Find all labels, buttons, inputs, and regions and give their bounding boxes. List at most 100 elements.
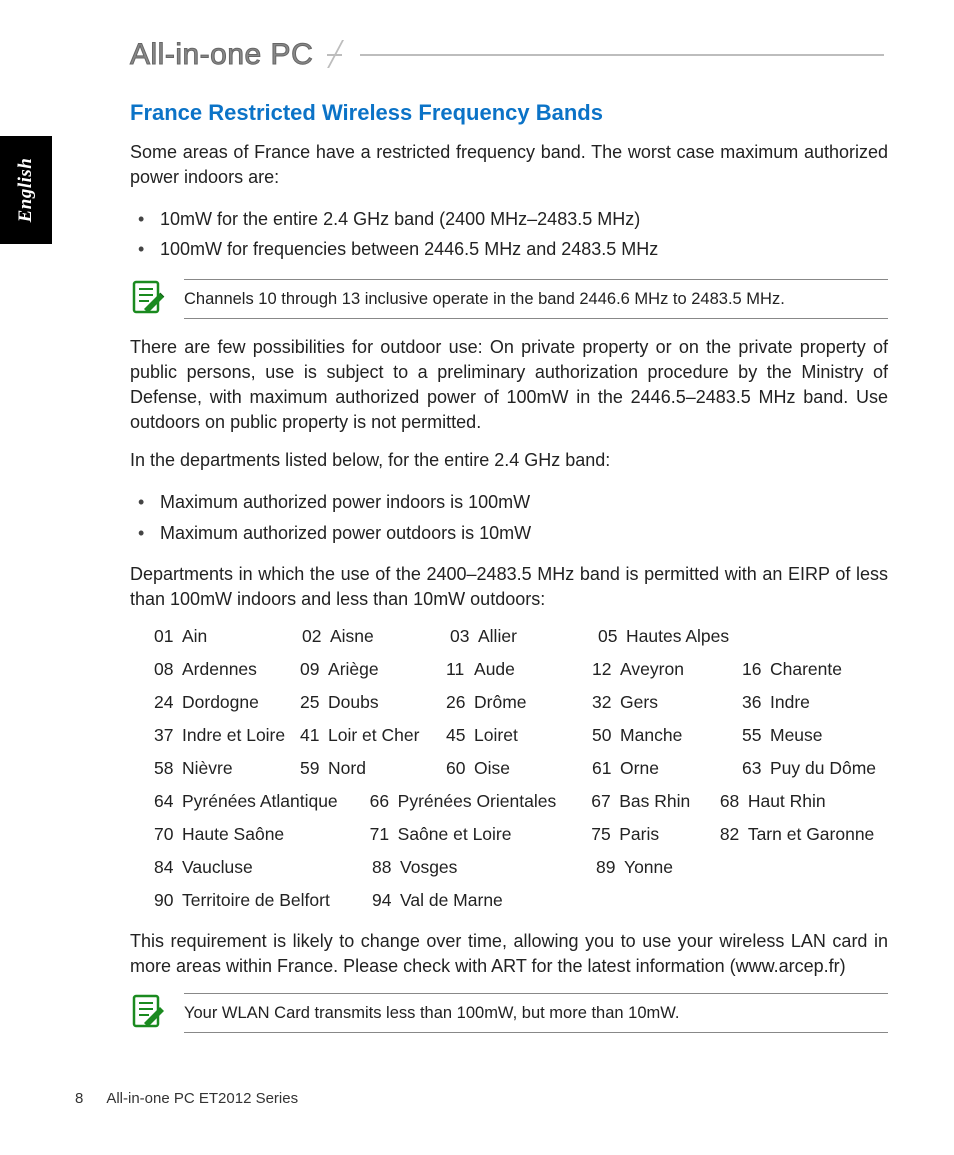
dept-number: 67	[591, 791, 619, 812]
dept-name: Ariège	[328, 659, 379, 680]
note-text: Channels 10 through 13 inclusive operate…	[184, 279, 888, 319]
dept-name: Pyrénées Orientales	[398, 791, 557, 812]
dept-cell: 70Haute Saône	[154, 824, 370, 845]
dept-name: Pyrénées Atlantique	[182, 791, 338, 812]
dept-number: 24	[154, 692, 182, 713]
dept-cell: 36Indre	[742, 692, 888, 713]
dept-number: 32	[592, 692, 620, 713]
dept-number: 36	[742, 692, 770, 713]
dept-name: Territoire de Belfort	[182, 890, 330, 911]
dept-cell: 02Aisne	[302, 626, 450, 647]
note-box: Channels 10 through 13 inclusive operate…	[130, 279, 888, 319]
table-row: 37Indre et Loire41Loir et Cher45Loiret50…	[154, 725, 888, 746]
dept-cell: 55Meuse	[742, 725, 888, 746]
dept-name: Meuse	[770, 725, 823, 746]
dept-name: Charente	[770, 659, 842, 680]
dept-cell: 09Ariège	[300, 659, 446, 680]
page-number: 8	[75, 1090, 103, 1107]
paragraph: In the departments listed below, for the…	[130, 448, 888, 473]
note-text: Your WLAN Card transmits less than 100mW…	[184, 993, 888, 1033]
dept-name: Gers	[620, 692, 658, 713]
dept-name: Aude	[474, 659, 515, 680]
dept-name: Orne	[620, 758, 659, 779]
dept-number: 64	[154, 791, 182, 812]
dept-number: 09	[300, 659, 328, 680]
dept-cell: 25Doubs	[300, 692, 446, 713]
dept-number: 01	[154, 626, 182, 647]
dept-cell: 11Aude	[446, 659, 592, 680]
dept-number: 59	[300, 758, 328, 779]
footer-title: All-in-one PC ET2012 Series	[106, 1090, 298, 1107]
dept-name: Loiret	[474, 725, 518, 746]
dept-number: 11	[446, 659, 474, 680]
paragraph: This requirement is likely to change ove…	[130, 929, 888, 979]
table-row: 08Ardennes09Ariège11Aude12Aveyron16Chare…	[154, 659, 888, 680]
dept-number: 82	[720, 824, 748, 845]
dept-number: 88	[372, 857, 400, 878]
table-row: 70Haute Saône71Saône et Loire75Paris82Ta…	[154, 824, 888, 845]
dept-cell: 66Pyrénées Orientales	[370, 791, 592, 812]
power-bullet-list: Maximum authorized power indoors is 100m…	[130, 487, 888, 548]
dept-name: Aisne	[330, 626, 374, 647]
dept-cell: 71Saône et Loire	[370, 824, 592, 845]
dept-name: Indre et Loire	[182, 725, 285, 746]
dept-cell: 64Pyrénées Atlantique	[154, 791, 370, 812]
header-slash	[342, 40, 360, 68]
list-item: 10mW for the entire 2.4 GHz band (2400 M…	[130, 204, 888, 235]
table-row: 90Territoire de Belfort94Val de Marne	[154, 890, 888, 911]
paragraph: There are few possibilities for outdoor …	[130, 335, 888, 434]
dept-name: Vosges	[400, 857, 457, 878]
dept-cell: 68Haut Rhin	[720, 791, 888, 812]
dept-number: 25	[300, 692, 328, 713]
departments-table: 01Ain02Aisne03Allier05Hautes Alpes08Arde…	[154, 626, 888, 911]
table-row: 84Vaucluse88Vosges89Yonne	[154, 857, 888, 878]
dept-number: 55	[742, 725, 770, 746]
dept-cell: 01Ain	[154, 626, 302, 647]
dept-number: 02	[302, 626, 330, 647]
dept-name: Oise	[474, 758, 510, 779]
dept-name: Loir et Cher	[328, 725, 419, 746]
note-icon	[130, 279, 166, 315]
dept-cell: 45Loiret	[446, 725, 592, 746]
page-footer: 8 All-in-one PC ET2012 Series	[75, 1090, 298, 1107]
dept-cell: 75Paris	[591, 824, 720, 845]
dept-number: 05	[598, 626, 626, 647]
dept-number: 61	[592, 758, 620, 779]
intro-paragraph: Some areas of France have a restricted f…	[130, 140, 888, 190]
dept-name: Bas Rhin	[619, 791, 690, 812]
dept-number: 71	[370, 824, 398, 845]
table-row: 01Ain02Aisne03Allier05Hautes Alpes	[154, 626, 888, 647]
dept-cell: 12Aveyron	[592, 659, 742, 680]
dept-cell: 24Dordogne	[154, 692, 300, 713]
dept-number: 68	[720, 791, 748, 812]
dept-number: 89	[596, 857, 624, 878]
header-rule: All-in-one PC	[130, 38, 884, 66]
dept-name: Drôme	[474, 692, 527, 713]
dept-name: Indre	[770, 692, 810, 713]
dept-name: Ain	[182, 626, 207, 647]
dept-cell: 32Gers	[592, 692, 742, 713]
dept-cell: 60Oise	[446, 758, 592, 779]
paragraph: Departments in which the use of the 2400…	[130, 562, 888, 612]
list-item: 100mW for frequencies between 2446.5 MHz…	[130, 234, 888, 265]
dept-name: Haut Rhin	[748, 791, 826, 812]
list-item: Maximum authorized power indoors is 100m…	[130, 487, 888, 518]
dept-name: Saône et Loire	[398, 824, 512, 845]
list-item: Maximum authorized power outdoors is 10m…	[130, 518, 888, 549]
dept-cell: 08Ardennes	[154, 659, 300, 680]
dept-name: Aveyron	[620, 659, 684, 680]
dept-cell: 67Bas Rhin	[591, 791, 720, 812]
dept-cell: 82Tarn et Garonne	[720, 824, 888, 845]
dept-number: 45	[446, 725, 474, 746]
dept-name: Vaucluse	[182, 857, 253, 878]
dept-cell: 37Indre et Loire	[154, 725, 300, 746]
section-heading: France Restricted Wireless Frequency Ban…	[130, 100, 888, 126]
dept-number: 58	[154, 758, 182, 779]
dept-number: 26	[446, 692, 474, 713]
dept-name: Haute Saône	[182, 824, 284, 845]
dept-number: 12	[592, 659, 620, 680]
language-tab-label: English	[15, 158, 37, 223]
dept-name: Ardennes	[182, 659, 257, 680]
dept-name: Nièvre	[182, 758, 233, 779]
dept-name: Nord	[328, 758, 366, 779]
